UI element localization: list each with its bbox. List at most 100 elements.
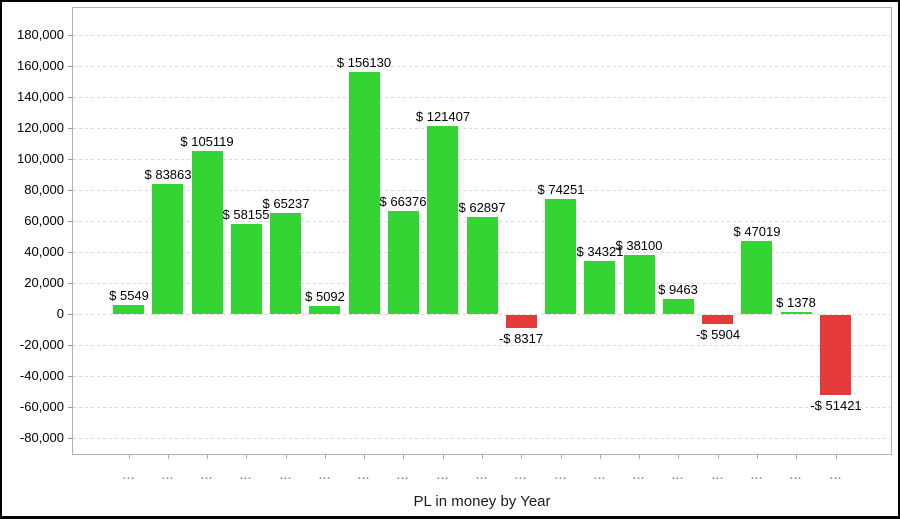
- bar-value-label: -$ 8317: [498, 331, 544, 346]
- bar-value-label: $ 5549: [109, 288, 149, 303]
- y-axis-tick-mark: [68, 407, 73, 408]
- bar-positive: [663, 299, 694, 314]
- x-axis-tick-mark: [403, 455, 404, 459]
- x-axis-tick-mark: [286, 455, 287, 459]
- y-axis-tick-mark: [68, 221, 73, 222]
- bar-negative: [820, 315, 851, 395]
- x-axis-tick-label: ...: [239, 470, 253, 482]
- bar-positive: [584, 261, 615, 314]
- gridline--40,000: [73, 376, 891, 377]
- x-axis-tick-label: ...: [593, 470, 607, 482]
- bar-value-label: $ 121407: [415, 109, 471, 124]
- bar-value-label: $ 5092: [305, 289, 345, 304]
- y-axis-tick-mark: [68, 438, 73, 439]
- bar-positive: [467, 217, 498, 314]
- x-axis-tick-label: ...: [279, 470, 293, 482]
- gridline--80,000: [73, 438, 891, 439]
- x-axis-tick-mark: [561, 455, 562, 459]
- x-axis-tick-label: ...: [632, 470, 646, 482]
- y-axis-tick-label: 100,000: [17, 151, 64, 166]
- bar-negative: [702, 315, 733, 324]
- y-axis-tick-label: -40,000: [19, 368, 64, 383]
- bar-value-label: $ 156130: [336, 55, 392, 70]
- bar-value-label: -$ 5904: [695, 327, 741, 342]
- x-axis-tick-label: ...: [318, 470, 332, 482]
- bar-positive: [624, 255, 655, 314]
- y-axis-tick-label: 160,000: [17, 58, 64, 73]
- x-axis-tick-label: ...: [396, 470, 410, 482]
- x-axis-tick-mark: [718, 455, 719, 459]
- y-axis-tick-label: 60,000: [24, 213, 64, 228]
- bar-positive: [349, 72, 380, 314]
- x-axis-tick-label: ...: [750, 470, 764, 482]
- bar-positive: [152, 184, 183, 314]
- x-axis-tick-mark: [678, 455, 679, 459]
- bar-positive: [388, 211, 419, 314]
- y-axis-tick-mark: [68, 159, 73, 160]
- x-axis-tick-mark: [482, 455, 483, 459]
- x-axis-tick-mark: [521, 455, 522, 459]
- y-axis-tick-label: 40,000: [24, 244, 64, 259]
- x-axis-tick-label: ...: [671, 470, 685, 482]
- bar-positive: [781, 312, 812, 314]
- x-axis-tick-mark: [207, 455, 208, 459]
- y-axis-tick-mark: [68, 314, 73, 315]
- gridline-0: [73, 314, 891, 315]
- y-axis-tick-label: -20,000: [19, 337, 64, 352]
- y-axis-tick-mark: [68, 190, 73, 191]
- gridline--60,000: [73, 407, 891, 408]
- x-axis-tick-mark: [246, 455, 247, 459]
- y-axis-tick-mark: [68, 35, 73, 36]
- x-axis-tick-label: ...: [829, 470, 843, 482]
- bar-positive: [113, 305, 144, 314]
- x-axis-tick-label: ...: [789, 470, 803, 482]
- y-axis-tick-mark: [68, 376, 73, 377]
- y-axis-tick-label: 80,000: [24, 182, 64, 197]
- bar-positive: [192, 151, 223, 314]
- bar-value-label: $ 34321: [576, 244, 624, 259]
- bar-value-label: $ 9463: [658, 282, 698, 297]
- y-axis-tick-mark: [68, 128, 73, 129]
- x-axis-tick-mark: [600, 455, 601, 459]
- y-axis-tick-mark: [68, 252, 73, 253]
- bar-positive: [545, 199, 576, 314]
- bar-positive: [741, 241, 772, 314]
- x-axis-tick-mark: [443, 455, 444, 459]
- y-axis-tick-label: 0: [56, 306, 64, 321]
- bar-positive: [231, 224, 262, 314]
- x-axis-tick-label: ...: [436, 470, 450, 482]
- x-axis-tick-label: ...: [711, 470, 725, 482]
- x-axis-tick-mark: [757, 455, 758, 459]
- bar-value-label: $ 47019: [733, 224, 781, 239]
- x-axis-tick-mark: [168, 455, 169, 459]
- x-axis-tick-mark: [639, 455, 640, 459]
- y-axis-tick-mark: [68, 345, 73, 346]
- y-axis-tick-mark: [68, 66, 73, 67]
- bar-positive: [427, 126, 458, 314]
- bar-value-label: $ 1378: [776, 295, 816, 310]
- y-axis-tick-label: 20,000: [24, 275, 64, 290]
- bar-value-label: $ 74251: [537, 182, 585, 197]
- y-axis-tick-label: 120,000: [17, 120, 64, 135]
- gridline-100,000: [73, 159, 891, 160]
- x-axis-tick-label: ...: [200, 470, 214, 482]
- x-axis-tick-mark: [836, 455, 837, 459]
- bar-negative: [506, 315, 537, 328]
- x-axis-tick-label: ...: [122, 470, 136, 482]
- gridline-120,000: [73, 128, 891, 129]
- bar-positive: [270, 213, 301, 314]
- gridline-160,000: [73, 66, 891, 67]
- x-axis-tick-label: ...: [161, 470, 175, 482]
- x-axis-tick-label: ...: [514, 470, 528, 482]
- bar-value-label: $ 62897: [458, 200, 506, 215]
- x-axis-tick-mark: [129, 455, 130, 459]
- bar-value-label: $ 105119: [180, 134, 234, 149]
- y-axis-tick-label: -80,000: [19, 430, 64, 445]
- bar-value-label: $ 66376: [379, 194, 427, 209]
- x-axis-tick-mark: [325, 455, 326, 459]
- gridline--20,000: [73, 345, 891, 346]
- x-axis-tick-mark: [364, 455, 365, 459]
- bar-value-label: $ 38100: [615, 238, 663, 253]
- y-axis-tick-mark: [68, 97, 73, 98]
